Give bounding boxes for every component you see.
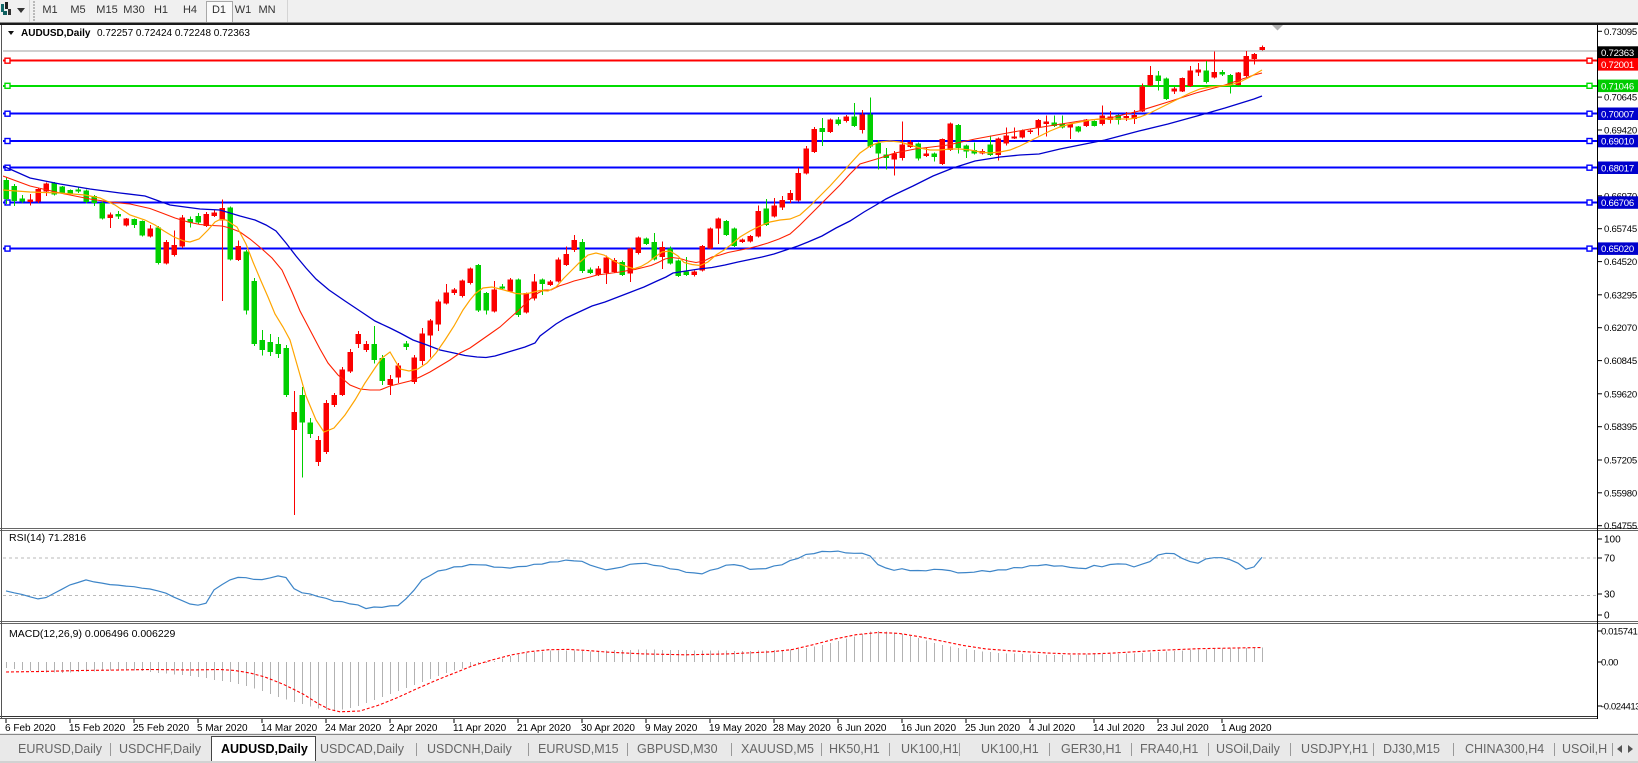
svg-text:25 Feb 2020: 25 Feb 2020 — [133, 723, 190, 734]
svg-text:0.69010: 0.69010 — [1601, 137, 1634, 148]
svg-text:25 Jun 2020: 25 Jun 2020 — [965, 723, 1020, 734]
svg-text:9 May 2020: 9 May 2020 — [645, 723, 698, 734]
svg-text:4 Jul 2020: 4 Jul 2020 — [1029, 723, 1076, 734]
svg-text:MACD(12,26,9) 0.006496 0.00622: MACD(12,26,9) 0.006496 0.006229 — [9, 628, 176, 640]
svg-text:14 Mar 2020: 14 Mar 2020 — [261, 723, 318, 734]
svg-text:0: 0 — [1604, 611, 1610, 622]
svg-text:0.68017: 0.68017 — [1601, 163, 1634, 174]
svg-text:0.00: 0.00 — [1601, 658, 1618, 669]
svg-text:-0.024413: -0.024413 — [1601, 702, 1638, 713]
svg-text:0.73095: 0.73095 — [1604, 27, 1637, 38]
svg-text:24 Mar 2020: 24 Mar 2020 — [325, 723, 382, 734]
svg-text:0.62070: 0.62070 — [1604, 323, 1637, 334]
svg-text:0.66706: 0.66706 — [1601, 198, 1634, 209]
svg-text:15 Feb 2020: 15 Feb 2020 — [69, 723, 126, 734]
svg-text:19 May 2020: 19 May 2020 — [709, 723, 767, 734]
svg-text:28 May 2020: 28 May 2020 — [773, 723, 831, 734]
svg-text:0.64520: 0.64520 — [1604, 257, 1637, 268]
svg-text:0.70007: 0.70007 — [1601, 109, 1634, 120]
svg-text:30 Apr 2020: 30 Apr 2020 — [581, 723, 635, 734]
svg-text:0.69420: 0.69420 — [1604, 126, 1637, 137]
svg-text:0.57205: 0.57205 — [1604, 456, 1637, 467]
svg-text:0.72001: 0.72001 — [1601, 60, 1634, 71]
svg-text:1 Aug 2020: 1 Aug 2020 — [1221, 723, 1272, 734]
svg-text:0.72257 0.72424 0.72248 0.7236: 0.72257 0.72424 0.72248 0.72363 — [97, 28, 250, 39]
svg-text:0.59620: 0.59620 — [1604, 389, 1637, 400]
svg-text:0.015741: 0.015741 — [1601, 627, 1638, 638]
svg-text:0.65745: 0.65745 — [1604, 224, 1637, 235]
svg-text:100: 100 — [1604, 535, 1621, 546]
svg-text:0.72363: 0.72363 — [1601, 48, 1634, 59]
svg-text:2 Apr 2020: 2 Apr 2020 — [389, 723, 438, 734]
svg-text:16 Jun 2020: 16 Jun 2020 — [901, 723, 956, 734]
svg-text:5 Mar 2020: 5 Mar 2020 — [197, 723, 248, 734]
svg-text:AUDUSD,Daily: AUDUSD,Daily — [21, 28, 91, 39]
svg-text:0.63295: 0.63295 — [1604, 290, 1637, 301]
svg-text:6 Feb 2020: 6 Feb 2020 — [5, 723, 56, 734]
svg-text:21 Apr 2020: 21 Apr 2020 — [517, 723, 571, 734]
svg-text:0.65020: 0.65020 — [1601, 244, 1634, 255]
svg-text:0.60845: 0.60845 — [1604, 356, 1637, 367]
svg-text:23 Jul 2020: 23 Jul 2020 — [1157, 723, 1209, 734]
svg-text:0.55980: 0.55980 — [1604, 488, 1637, 499]
svg-text:0.54755: 0.54755 — [1604, 521, 1637, 532]
svg-text:6 Jun 2020: 6 Jun 2020 — [837, 723, 887, 734]
svg-text:0.58395: 0.58395 — [1604, 422, 1637, 433]
svg-text:70: 70 — [1604, 554, 1616, 565]
svg-text:30: 30 — [1604, 590, 1616, 601]
svg-text:11 Apr 2020: 11 Apr 2020 — [453, 723, 507, 734]
svg-text:0.71046: 0.71046 — [1601, 81, 1634, 92]
svg-text:0.70645: 0.70645 — [1604, 93, 1637, 104]
svg-text:RSI(14) 71.2816: RSI(14) 71.2816 — [9, 532, 86, 544]
svg-text:14 Jul 2020: 14 Jul 2020 — [1093, 723, 1145, 734]
